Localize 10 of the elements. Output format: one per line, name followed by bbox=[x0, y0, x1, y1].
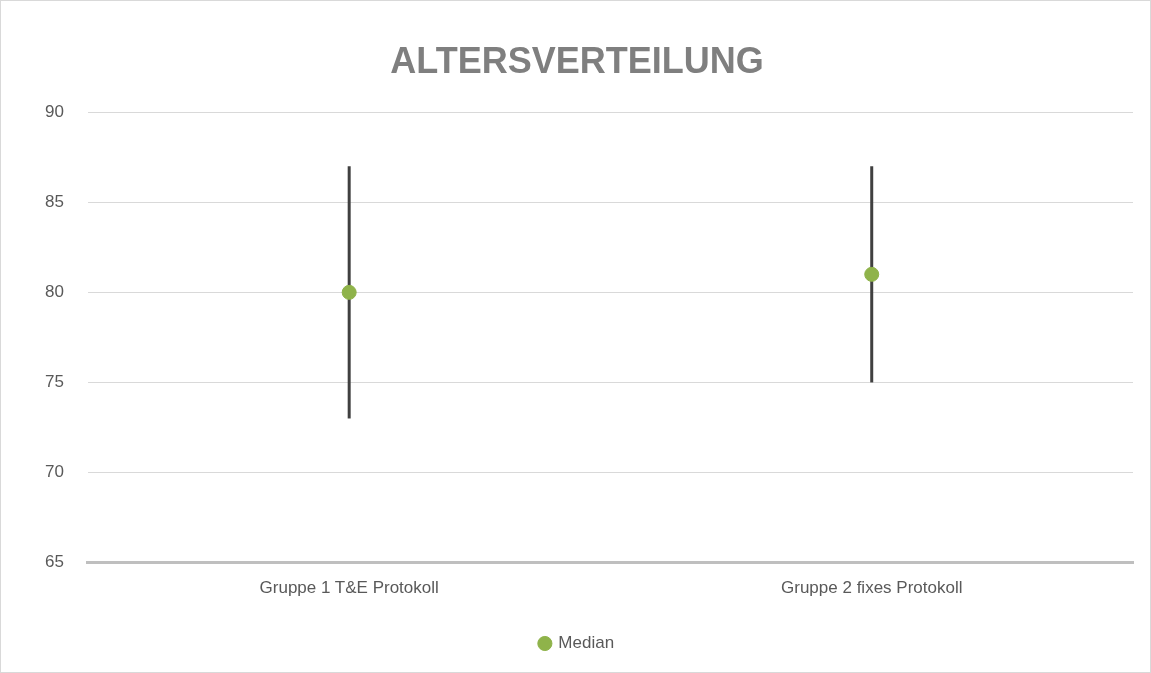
y-tick-label: 90 bbox=[44, 101, 64, 121]
y-tick-label: 70 bbox=[44, 462, 64, 482]
y-tick-label: 65 bbox=[44, 552, 64, 572]
y-tick-label: 75 bbox=[44, 372, 64, 392]
legend-label: Median bbox=[558, 633, 615, 653]
y-tick-label: 85 bbox=[44, 191, 64, 211]
y-tick-label: 80 bbox=[44, 282, 64, 302]
x-tick-label: Gruppe 2 fixes Protokoll bbox=[781, 578, 963, 598]
chart-title: ALTERSVERTEILUNG bbox=[390, 39, 764, 81]
x-tick-label: Gruppe 1 T&E Protokoll bbox=[259, 578, 439, 598]
